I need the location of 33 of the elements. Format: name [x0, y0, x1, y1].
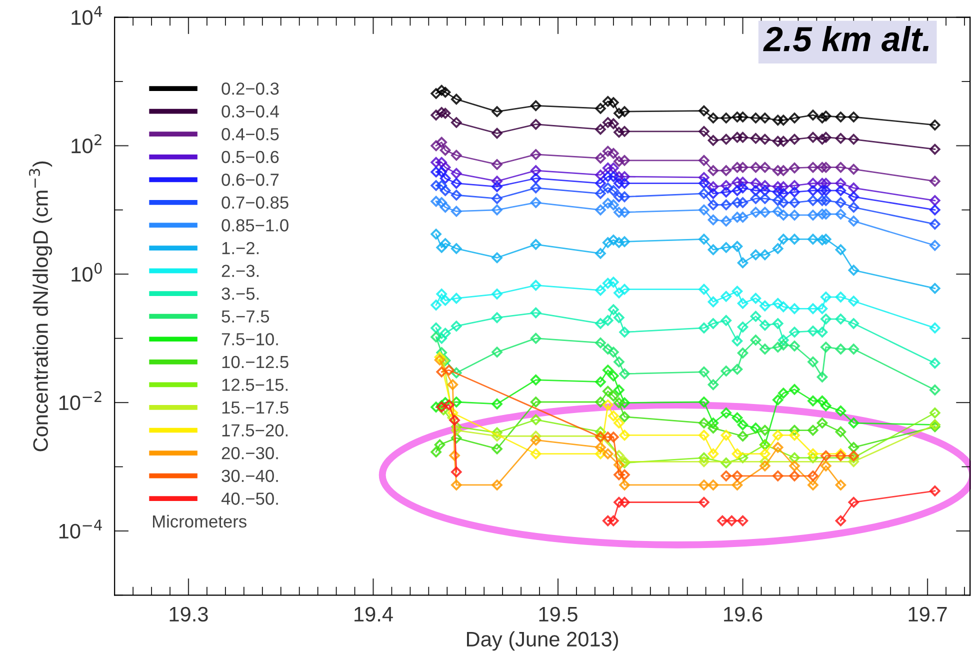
- legend-label: 12.5−15.: [222, 378, 288, 391]
- x-tick-label: 19.5: [539, 606, 578, 622]
- legend-label: 0.85−1.0: [222, 219, 288, 232]
- legend-label: 0.2−0.3: [222, 82, 279, 95]
- annotation: 2.5 km alt.: [763, 26, 929, 52]
- legend-label: 0.6−0.7: [222, 174, 279, 186]
- legend-label: 40.−50.: [221, 492, 278, 505]
- y-tick-label: 10$^{−4}$: [59, 520, 102, 539]
- legend-label: 3.−5.: [222, 288, 259, 300]
- y-tick-label: 10$^{4}$: [72, 6, 102, 25]
- legend-label: 0.4−0.5: [222, 128, 279, 140]
- legend-label: 1.−2.: [222, 242, 259, 254]
- y-tick-label: 10$^{2}$: [72, 134, 102, 154]
- legend-label: 2.−3.: [222, 264, 259, 278]
- legend-label: 0.7−0.85: [222, 196, 288, 209]
- y-tick-label: 10$^{−2}$: [59, 391, 102, 410]
- legend-label: 30.−40.: [222, 470, 278, 482]
- legend-label: 5.−7.5: [222, 310, 270, 323]
- legend-label: 0.3−0.4: [222, 105, 279, 118]
- x-axis-title: Day (June 2013): [467, 631, 618, 651]
- legend-label: 0.5−0.6: [222, 150, 279, 164]
- legend-label: 17.5−20.: [222, 424, 288, 437]
- x-tick-label: 19.7: [908, 606, 947, 622]
- legend-label: 20.−30.: [222, 446, 278, 460]
- x-tick-label: 19.4: [354, 606, 393, 622]
- legend-label: 15.−17.5: [222, 402, 288, 414]
- x-tick-label: 19.6: [724, 606, 762, 622]
- legend-label: 10.−12.5: [222, 356, 288, 368]
- y-tick-label: 10$^{0}$: [72, 262, 102, 282]
- legend-label: 7.5−10.: [222, 333, 278, 346]
- y-axis-title: Concentration dN/dlogD (cm$^{−3}$): [28, 162, 52, 452]
- legend-title: Micrometers: [153, 514, 246, 528]
- x-tick-label: 19.3: [170, 606, 208, 622]
